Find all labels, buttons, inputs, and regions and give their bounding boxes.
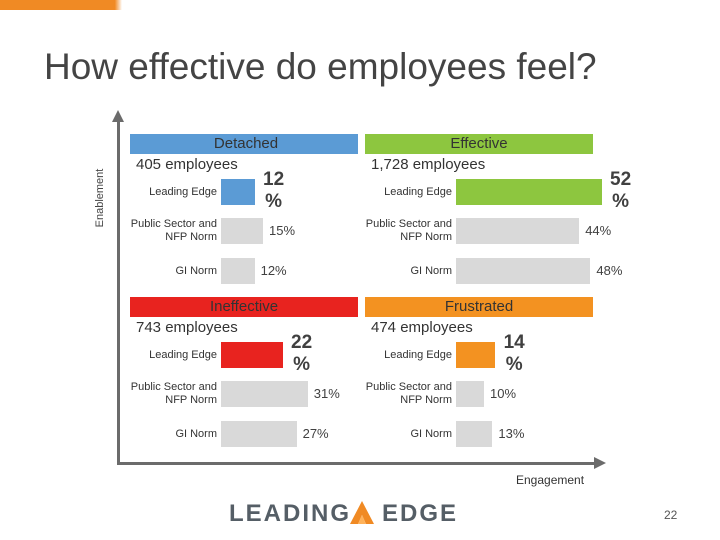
quadrant-employee-count: 474 employees: [371, 319, 473, 336]
x-axis-line: [117, 462, 597, 465]
y-axis-label: Enablement: [94, 168, 106, 228]
quadrant-detached: Detached 405 employees Leading Edge 12 % P…: [130, 134, 358, 294]
bar-ineffective-leading-edge: [221, 342, 283, 368]
bar-ineffective-gi-norm: [221, 421, 297, 447]
bar-value-effective-public-sector-norm: 44%: [585, 223, 612, 238]
leading-edge-logo: LEADING EDGE: [229, 500, 456, 530]
row-label-public-sector-norm: Public Sector and NFP Norm: [130, 381, 217, 406]
quadrant-employee-count: 1,728 employees: [371, 156, 486, 173]
quadrant-title: Frustrated: [444, 298, 514, 315]
row-label-public-sector-norm: Public Sector and NFP Norm: [365, 381, 452, 406]
bar-value-ineffective-public-sector-norm: 31%: [313, 386, 340, 401]
quadrant-title: Detached: [213, 135, 279, 152]
bar-frustrated-leading-edge: [456, 342, 496, 368]
top-accent-stripe-tail: [110, 0, 122, 10]
row-label-leading-edge: Leading Edge: [384, 186, 452, 198]
row-label-leading-edge: Leading Edge: [384, 349, 452, 361]
quadrant-employee-count: 743 employees: [136, 319, 238, 336]
bar-value-frustrated-public-sector-norm: 10%: [490, 386, 517, 401]
bar-value-effective-gi-norm: 48%: [596, 263, 623, 278]
quadrant-employee-count: 405 employees: [136, 156, 238, 173]
quadrant-header-band: [130, 134, 358, 154]
row-label-gi-norm: GI Norm: [410, 265, 452, 277]
row-label-gi-norm: GI Norm: [175, 265, 217, 277]
quadrant-title: Effective: [450, 135, 508, 152]
page-number: 22: [664, 508, 678, 522]
top-accent-stripe: [0, 0, 110, 10]
y-axis-arrow: [112, 110, 124, 122]
bar-value-detached-gi-norm: 12%: [260, 263, 287, 278]
logo-text-leading: LEADING: [229, 500, 351, 527]
bar-effective-gi-norm: [456, 258, 591, 284]
bar-frustrated-public-sector-norm: [456, 381, 484, 407]
row-label-public-sector-norm: Public Sector and NFP Norm: [130, 218, 217, 243]
bar-value-ineffective-gi-norm: 27%: [302, 426, 329, 441]
bar-effective-public-sector-norm: [456, 218, 580, 244]
row-label-gi-norm: GI Norm: [175, 428, 217, 440]
quadrant-frustrated: Frustrated 474 employees Leading Edge 14 …: [365, 297, 593, 457]
bar-value-frustrated-leading-edge: 14 %: [503, 332, 525, 375]
bar-value-detached-public-sector-norm: 15%: [269, 223, 296, 238]
quadrant-header-band: [130, 297, 358, 317]
bar-value-detached-leading-edge: 12 %: [263, 169, 285, 212]
quadrant-ineffective: Ineffective 743 employees Leading Edge 22…: [130, 297, 358, 457]
y-axis-line: [117, 120, 120, 465]
bar-value-effective-leading-edge: 52 %: [610, 169, 632, 212]
bar-value-frustrated-gi-norm: 13%: [498, 426, 525, 441]
bar-ineffective-public-sector-norm: [221, 381, 308, 407]
row-label-leading-edge: Leading Edge: [149, 349, 217, 361]
page-title: How effective do employees feel?: [44, 46, 597, 87]
bar-frustrated-gi-norm: [456, 421, 493, 447]
bar-detached-public-sector-norm: [221, 218, 263, 244]
quadrant-header-band: [365, 134, 593, 154]
x-axis-arrow: [594, 457, 606, 469]
bar-effective-leading-edge: [456, 179, 602, 205]
bar-detached-leading-edge: [221, 179, 255, 205]
row-label-gi-norm: GI Norm: [410, 428, 452, 440]
x-axis-label: Engagement: [516, 473, 585, 487]
bar-value-ineffective-leading-edge: 22 %: [291, 332, 313, 375]
quadrant-title: Ineffective: [209, 298, 279, 315]
logo-text-edge: EDGE: [382, 500, 459, 527]
quadrant-effective: Effective 1,728 employees Leading Edge 52…: [365, 134, 631, 294]
quadrant-header-band: [365, 297, 593, 317]
logo-flame-icon: [350, 501, 374, 524]
bar-detached-gi-norm: [221, 258, 255, 284]
row-label-public-sector-norm: Public Sector and NFP Norm: [365, 218, 452, 243]
row-label-leading-edge: Leading Edge: [149, 186, 217, 198]
